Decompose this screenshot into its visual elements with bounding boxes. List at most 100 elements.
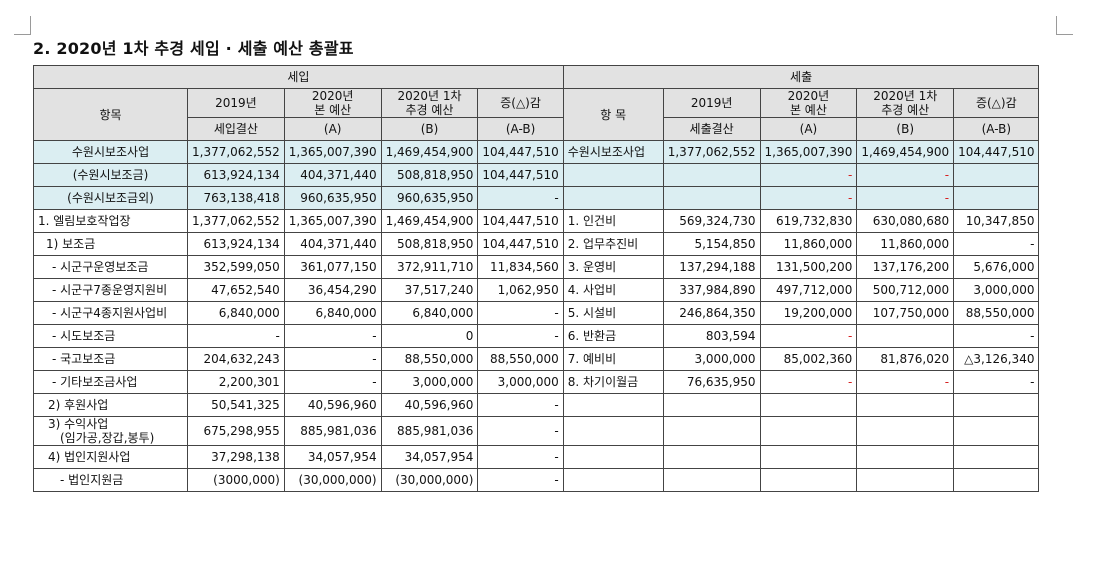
- table-row: - 법인지원금 (3000,000) (30,000,000) (30,000,…: [33, 468, 1040, 492]
- expense-supp-value: 1,469,454,900: [856, 140, 955, 164]
- revenue-2019-value: 2,200,301: [187, 370, 285, 394]
- revenue-2020-value: 885,981,036: [283, 416, 382, 446]
- revenue-2019-value: 613,924,134: [187, 163, 285, 187]
- revenue-2019-value: 763,138,418: [187, 186, 285, 210]
- summary-row: 수원시보조사업 1,377,062,552 1,365,007,390 1,46…: [33, 140, 1040, 164]
- revenue-settlement-subheader: 세입결산: [187, 117, 285, 141]
- revenue-item: (수원시보조금외): [33, 186, 188, 210]
- budget-summary-table: 세입 세출 항목 2019년 2020년 본 예산 2020년 1차 추경 예산 증…: [33, 65, 1040, 492]
- expense-item: [562, 393, 664, 417]
- revenue-diff-value: -: [477, 186, 564, 210]
- revenue-supp-value: 960,635,950: [380, 186, 479, 210]
- expense-2019-value: [662, 163, 761, 187]
- revenue-diff-value: 104,447,510: [477, 232, 564, 256]
- expense-diff-value: 104,447,510: [953, 140, 1040, 164]
- table-row: - 시군구7종운영지원비 47,652,540 36,454,290 37,51…: [33, 278, 1040, 302]
- expense-2019-value: 137,294,188: [662, 255, 761, 279]
- revenue-supp-value: (30,000,000): [380, 468, 479, 492]
- table-row: - 국고보조금 204,632,243 - 88,550,000 88,550,…: [33, 347, 1040, 371]
- revenue-2020-value: 36,454,290: [283, 278, 382, 302]
- expense-supp-value: [856, 468, 955, 492]
- revenue-supp-value: 372,911,710: [380, 255, 479, 279]
- expense-diff-value: 88,550,000: [953, 301, 1040, 325]
- expense-supp-value: 500,712,000: [856, 278, 955, 302]
- expense-item: [562, 416, 664, 446]
- revenue-2019-value: 47,652,540: [187, 278, 285, 302]
- revenue-item: 1) 보조금: [33, 232, 188, 256]
- expense-2019-value: 5,154,850: [662, 232, 761, 256]
- table-row: - 기타보조금사업 2,200,301 - 3,000,000 3,000,00…: [33, 370, 1040, 394]
- revenue-supp-value: 6,840,000: [380, 301, 479, 325]
- expense-diff-value: [953, 468, 1040, 492]
- revenue-item: - 시군구운영보조금: [33, 255, 188, 279]
- expense-2019-value: 569,324,730: [662, 209, 761, 233]
- revenue-supp-value: 88,550,000: [380, 347, 479, 371]
- revenue-item: (수원시보조금): [33, 163, 188, 187]
- table-row: 2) 후원사업 50,541,325 40,596,960 40,596,960…: [33, 393, 1040, 417]
- revenue-2019-value: 6,840,000: [187, 301, 285, 325]
- revenue-2020-supp-header: 2020년 1차 추경 예산: [380, 88, 479, 118]
- expense-diff-value: 5,676,000: [953, 255, 1040, 279]
- expense-2020-value: 85,002,360: [759, 347, 858, 371]
- revenue-diff-value: -: [477, 416, 564, 446]
- revenue-2019-value: 1,377,062,552: [187, 140, 285, 164]
- revenue-2020-value: -: [283, 324, 382, 348]
- expense-2019-value: 3,000,000: [662, 347, 761, 371]
- revenue-2020-value: 40,596,960: [283, 393, 382, 417]
- revenue-diff-value: 104,447,510: [477, 140, 564, 164]
- expense-settlement-subheader: 세출결산: [662, 117, 761, 141]
- expense-diff-value: -: [953, 370, 1040, 394]
- revenue-item: - 시군구7종운영지원비: [33, 278, 188, 302]
- revenue-2020-value: (30,000,000): [283, 468, 382, 492]
- revenue-2020-value: 404,371,440: [283, 163, 382, 187]
- revenue-supp-value: 37,517,240: [380, 278, 479, 302]
- expense-item: 2. 업무추진비: [562, 232, 664, 256]
- expense-item: 3. 운영비: [562, 255, 664, 279]
- expense-2019-value: 337,984,890: [662, 278, 761, 302]
- expense-supp-value: [856, 416, 955, 446]
- expense-diff-value: [953, 393, 1040, 417]
- expense-item: 8. 차기이월금: [562, 370, 664, 394]
- expense-2020-value: -: [759, 186, 858, 210]
- revenue-2020-value: 960,635,950: [283, 186, 382, 210]
- revenue-item: - 법인지원금: [33, 468, 188, 492]
- expense-2020-main-header: 2020년 본 예산: [759, 88, 858, 118]
- revenue-supp-value: 1,469,454,900: [380, 209, 479, 233]
- revenue-diff-value: 3,000,000: [477, 370, 564, 394]
- revenue-2020-value: 6,840,000: [283, 301, 382, 325]
- revenue-2019-value: 204,632,243: [187, 347, 285, 371]
- expense-2019-value: 803,594: [662, 324, 761, 348]
- expense-supp-value: 107,750,000: [856, 301, 955, 325]
- expense-item: [562, 445, 664, 469]
- expense-item: [562, 163, 664, 187]
- expense-2020-value: -: [759, 324, 858, 348]
- expense-diff-value: [953, 416, 1040, 446]
- summary-row: (수원시보조금외) 763,138,418 960,635,950 960,63…: [33, 186, 1040, 210]
- table-row: - 시군구4종지원사업비 6,840,000 6,840,000 6,840,0…: [33, 301, 1040, 325]
- table-row: 4) 법인지원사업 37,298,138 34,057,954 34,057,9…: [33, 445, 1040, 469]
- section-header-row: 세입 세출: [33, 65, 1040, 89]
- expense-item: 7. 예비비: [562, 347, 664, 371]
- summary-row: (수원시보조금) 613,924,134 404,371,440 508,818…: [33, 163, 1040, 187]
- revenue-supp-value: 40,596,960: [380, 393, 479, 417]
- expense-diff-value: [953, 163, 1040, 187]
- expense-2019-value: [662, 468, 761, 492]
- revenue-2019-value: 352,599,050: [187, 255, 285, 279]
- revenue-2019-value: 1,377,062,552: [187, 209, 285, 233]
- expense-2019-value: [662, 445, 761, 469]
- revenue-2020-value: -: [283, 347, 382, 371]
- revenue-2020-value: 1,365,007,390: [283, 140, 382, 164]
- revenue-diff-value: -: [477, 468, 564, 492]
- revenue-2019-value: 613,924,134: [187, 232, 285, 256]
- table-row: - 시도보조금 - - 0 - 6. 반환금 803,594 - -: [33, 324, 1040, 348]
- expense-2020-value: [759, 393, 858, 417]
- revenue-supp-value: 34,057,954: [380, 445, 479, 469]
- revenue-item: - 시군구4종지원사업비: [33, 301, 188, 325]
- revenue-item: - 기타보조금사업: [33, 370, 188, 394]
- revenue-2019-value: 50,541,325: [187, 393, 285, 417]
- revenue-diff-value: -: [477, 324, 564, 348]
- expense-2019-value: 1,377,062,552: [662, 140, 761, 164]
- expense-supp-value: 11,860,000: [856, 232, 955, 256]
- revenue-2019-value: 675,298,955: [187, 416, 285, 446]
- revenue-diff-value: -: [477, 301, 564, 325]
